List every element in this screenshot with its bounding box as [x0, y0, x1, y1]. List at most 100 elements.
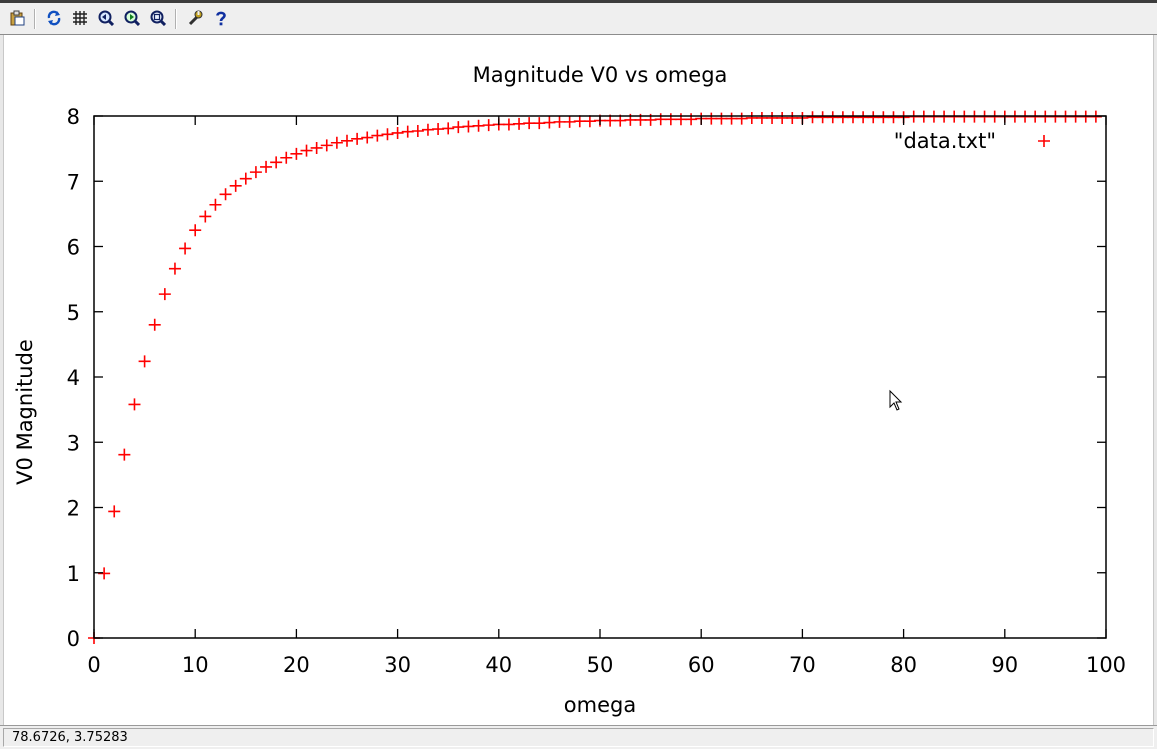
y-tick-label: 5: [67, 301, 80, 325]
window-top-edge: [0, 0, 1157, 3]
x-tick-label: 70: [789, 653, 816, 677]
x-tick-label: 100: [1086, 653, 1126, 677]
data-point: [148, 318, 161, 331]
data-point: [401, 125, 414, 138]
plot-frame: [93, 115, 1107, 639]
data-point: [543, 116, 556, 129]
autoscale-button[interactable]: [147, 7, 169, 29]
data-series: [88, 110, 1102, 644]
data-point: [836, 111, 849, 124]
coordinate-readout: 78.6726, 3.75283: [3, 728, 1154, 747]
y-tick-label: 3: [67, 431, 80, 455]
data-point: [199, 210, 212, 223]
x-tick-label: 90: [991, 653, 1018, 677]
window-left-border: [0, 35, 4, 725]
data-point: [826, 111, 839, 124]
zoom-previous-icon: [98, 10, 114, 26]
configure-button[interactable]: [184, 7, 206, 29]
data-point: [452, 121, 465, 134]
data-point: [179, 242, 192, 255]
x-tick-label: 20: [283, 653, 310, 677]
y-tick-label: 2: [67, 497, 80, 521]
data-point: [816, 111, 829, 124]
data-point: [290, 147, 303, 160]
data-point: [573, 115, 586, 128]
data-point: [229, 179, 242, 192]
y-tick-label: 8: [67, 105, 80, 129]
x-tick-label: 0: [87, 653, 100, 677]
data-point: [189, 224, 202, 237]
data-point: [513, 117, 526, 130]
next-zoom-button[interactable]: [121, 7, 143, 29]
clipboard-icon: [10, 10, 25, 26]
x-tick-label: 30: [384, 653, 411, 677]
data-point: [766, 111, 779, 124]
help-button[interactable]: [210, 7, 232, 29]
data-point: [857, 111, 870, 124]
data-point: [239, 172, 252, 185]
data-point: [432, 123, 445, 136]
toolbar: [0, 3, 1157, 35]
plot-canvas[interactable]: 0 10 20 30 40 50 60 70 80 90 100 0 1 2 3 4 5 6 7 8 Magnitu…: [0, 35, 1157, 725]
help-icon: [216, 11, 226, 26]
data-point: [745, 111, 758, 124]
data-point: [735, 112, 748, 125]
data-point: [533, 117, 546, 130]
data-point: [776, 111, 789, 124]
data-point: [381, 128, 394, 141]
data-point: [847, 111, 859, 124]
chart-title: Magnitude V0 vs omega: [473, 63, 728, 87]
data-point: [249, 166, 262, 179]
data-point: [442, 122, 455, 135]
data-point: [280, 151, 293, 164]
x-tick-label: 40: [485, 653, 512, 677]
status-bar: 78.6726, 3.75283: [0, 725, 1157, 749]
window-right-border: [1153, 35, 1157, 725]
data-point: [806, 111, 819, 124]
data-point: [300, 144, 313, 157]
wrench-icon: [188, 10, 203, 26]
data-point: [755, 111, 768, 124]
legend-marker: [1038, 135, 1050, 147]
data-point: [877, 111, 890, 124]
grid-button[interactable]: [69, 7, 91, 29]
replot-button[interactable]: [43, 7, 65, 29]
copy-to-clipboard-button[interactable]: [6, 7, 28, 29]
data-point: [411, 125, 424, 138]
data-point: [270, 156, 283, 169]
data-point: [330, 136, 343, 149]
x-axis-label: omega: [564, 693, 636, 717]
y-axis-label: V0 Magnitude: [13, 339, 37, 485]
data-point: [118, 448, 131, 461]
data-point: [158, 288, 171, 301]
data-point: [98, 567, 111, 580]
data-point: [563, 115, 576, 128]
y-tick-label: 7: [67, 170, 80, 194]
grid-icon: [73, 11, 87, 25]
y-tick-label: 4: [67, 366, 80, 390]
refresh-icon: [47, 10, 61, 26]
x-tick-labels: 0 10 20 30 40 50 60 70 80 90 100: [87, 653, 1126, 677]
data-point: [725, 112, 738, 125]
data-point: [371, 129, 384, 142]
y-tick-labels: 0 1 2 3 4 5 6 7 8: [67, 105, 80, 651]
previous-zoom-button[interactable]: [95, 7, 117, 29]
data-point: [472, 119, 485, 132]
toolbar-separator: [34, 9, 36, 29]
data-point: [128, 398, 141, 411]
x-tick-label: 10: [182, 653, 209, 677]
data-point: [715, 112, 728, 125]
y-tick-label: 1: [67, 562, 80, 586]
axis-ticks: [93, 115, 1107, 639]
data-point: [502, 118, 515, 131]
data-point: [462, 120, 475, 133]
data-point: [583, 115, 596, 128]
data-point: [219, 188, 232, 201]
data-point: [260, 160, 273, 173]
x-tick-label: 80: [890, 653, 917, 677]
mouse-cursor-icon: [889, 389, 903, 411]
data-point: [341, 134, 353, 147]
data-point: [310, 141, 323, 154]
data-point: [391, 126, 404, 139]
data-point: [138, 355, 151, 368]
